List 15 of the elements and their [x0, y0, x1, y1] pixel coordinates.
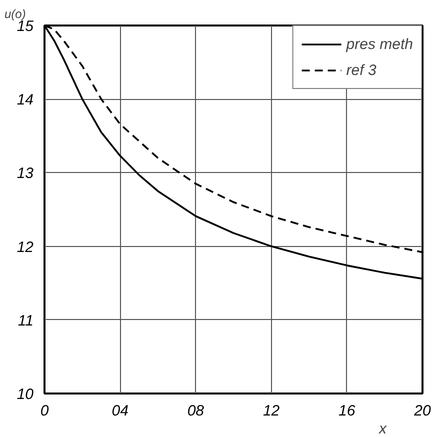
y-tick-label: 13 [16, 165, 34, 182]
legend-label: ref 3 [346, 62, 376, 78]
legend-label: pres meth [346, 36, 413, 52]
x-tick-label: 12 [262, 402, 280, 420]
x-tick-label: 20 [413, 402, 432, 420]
x-tick-label: 0 [40, 402, 50, 420]
x-tick-label: 08 [187, 402, 205, 420]
y-tick-label: 10 [16, 386, 34, 403]
x-tick-label: 16 [338, 402, 356, 420]
x-axis-title: x [378, 420, 387, 437]
x-tick-label: 04 [112, 402, 128, 420]
y-tick-label: 12 [16, 238, 34, 256]
y-tick-label: 11 [18, 312, 34, 330]
y-axis-title: u(o) [4, 7, 26, 21]
y-tick-label: 14 [16, 92, 34, 109]
